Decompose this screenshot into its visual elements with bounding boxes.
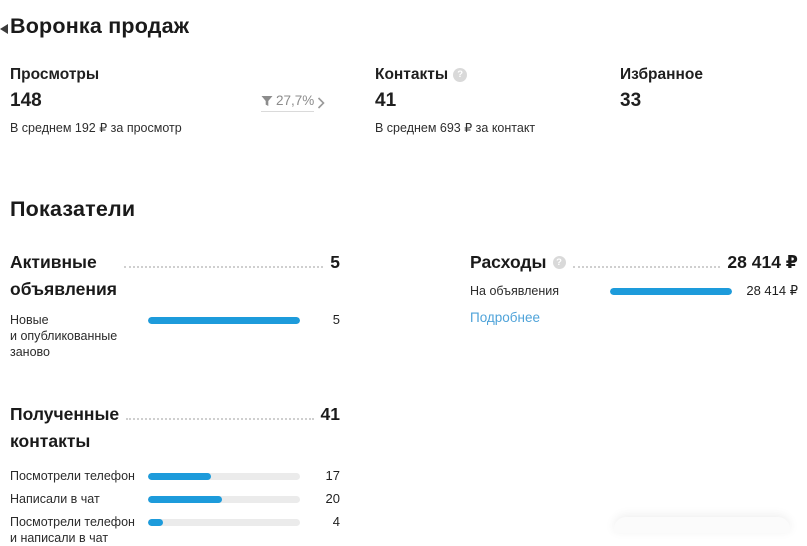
metric-row-phone-and-chat: Посмотрели телефон и написали в чат 4 (10, 514, 340, 546)
stat-contacts-title: Контакты (375, 66, 449, 83)
progress-bar (148, 496, 300, 503)
metric-active-listings-head: Активные объявления 5 (10, 249, 340, 303)
stat-views-caption: В среднем 192 ₽ за просмотр (10, 121, 182, 135)
metric-received-contacts: Полученные контакты 41 Посмотрели телефо… (10, 401, 340, 546)
conversion-value: 27,7% (276, 93, 315, 108)
dotted-leader (123, 249, 324, 268)
sales-funnel-heading: Воронка продаж (10, 14, 190, 38)
progress-bar-fill (148, 496, 223, 503)
metric-active-listings-title: Активные объявления (10, 252, 117, 299)
metric-row-label: Написали в чат (10, 492, 100, 506)
metric-row-value: 4 (332, 514, 340, 529)
progress-bar (610, 288, 732, 295)
stat-views-title: Просмотры (10, 66, 100, 83)
progress-bar-fill (148, 473, 212, 480)
chevron-right-icon (318, 96, 325, 109)
metric-row-label: Посмотрели телефон (10, 469, 135, 483)
metric-row-label: На объявления (470, 284, 559, 298)
metric-row-phone-views: Посмотрели телефон 17 (10, 468, 340, 484)
stat-views-value: 148 (10, 90, 42, 111)
progress-bar-fill (148, 519, 163, 526)
metric-row-value: 28 414 ₽ (746, 283, 798, 298)
expenses-details-link[interactable]: Подробнее (470, 310, 541, 325)
filter-icon (261, 95, 273, 106)
metric-expenses: Расходы ? 28 414 ₽ На объявления 28 414 … (470, 249, 798, 327)
stat-contacts-caption: В среднем 693 ₽ за контакт (375, 121, 536, 135)
metric-row: Новые и опубликованные заново 5 (10, 312, 340, 360)
bottom-card-edge (614, 517, 790, 533)
stat-views: Просмотры 148 В среднем 192 ₽ за просмот… (10, 66, 182, 135)
stat-favorites: Избранное 33 (620, 66, 703, 112)
metric-active-listings-total: 5 (330, 252, 340, 272)
stat-favorites-title: Избранное (620, 66, 703, 83)
progress-bar-fill (610, 288, 732, 295)
progress-bar-fill (148, 317, 300, 324)
stat-favorites-value: 33 (620, 90, 642, 111)
views-to-contacts-conversion[interactable]: 27,7% (261, 93, 325, 112)
stat-contacts: Контакты ? 41 В среднем 693 ₽ за контакт (375, 66, 535, 135)
contacts-help-icon[interactable]: ? (453, 68, 468, 82)
metric-row-value: 17 (325, 468, 340, 483)
indicators-heading: Показатели (10, 197, 136, 221)
metric-received-contacts-total: 41 (320, 404, 340, 424)
dotted-leader (126, 401, 314, 420)
progress-bar (148, 473, 300, 480)
metric-received-contacts-head: Полученные контакты 41 (10, 401, 340, 455)
metric-row-value: 5 (332, 312, 340, 327)
metric-row-label: Посмотрели телефон и написали в чат (10, 515, 135, 545)
stat-contacts-value: 41 (375, 90, 397, 111)
progress-bar (148, 519, 300, 526)
dotted-leader (572, 249, 721, 268)
metric-active-listings: Активные объявления 5 Новые и опубликова… (10, 249, 340, 360)
metric-received-contacts-title: Полученные контакты (10, 404, 120, 451)
metric-row: На объявления 28 414 ₽ (470, 283, 798, 299)
metric-expenses-total: 28 414 ₽ (727, 252, 798, 272)
metric-row-chat-messages: Написали в чат 20 (10, 491, 340, 507)
metric-expenses-title: Расходы (470, 252, 547, 272)
analytics-page: Воронка продаж Просмотры 148 В среднем 1… (0, 14, 798, 545)
expenses-help-icon[interactable]: ? (552, 256, 566, 269)
metric-row-label: Новые и опубликованные заново (10, 313, 118, 359)
metric-expenses-head: Расходы ? 28 414 ₽ (470, 249, 798, 276)
metric-row-value: 20 (325, 491, 340, 506)
corner-artifact (0, 24, 8, 34)
progress-bar (148, 317, 300, 324)
